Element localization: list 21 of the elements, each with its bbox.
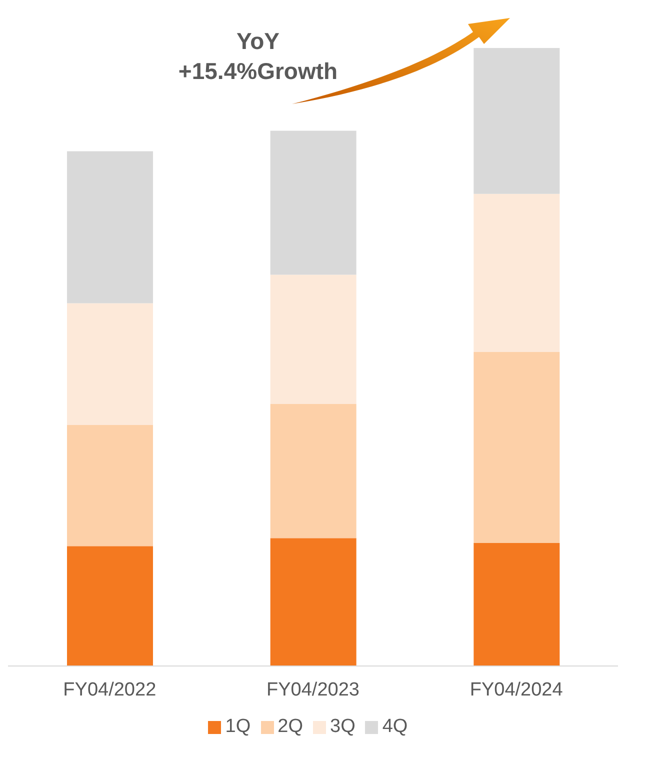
bar	[474, 543, 560, 666]
bar	[270, 404, 356, 538]
bar	[67, 424, 153, 546]
legend-label: 3Q	[330, 716, 356, 737]
legend-label: 2Q	[278, 716, 303, 737]
legend-label: 4Q	[382, 716, 408, 737]
annotation: +15.4%Growth	[177, 57, 339, 86]
bar	[270, 538, 356, 666]
x-tick-label: FY04/2024	[470, 679, 564, 700]
bar	[474, 352, 560, 544]
bar	[474, 48, 560, 194]
bar	[270, 274, 356, 404]
bar	[67, 151, 153, 304]
x-tick-label: FY04/2022	[63, 679, 156, 700]
bar	[67, 303, 153, 425]
bar	[270, 130, 356, 275]
annotation: YoY	[235, 27, 281, 56]
bar	[67, 546, 153, 666]
x-tick-label: FY04/2023	[266, 679, 360, 700]
bar	[474, 194, 560, 352]
legend-label: 1Q	[225, 716, 251, 737]
